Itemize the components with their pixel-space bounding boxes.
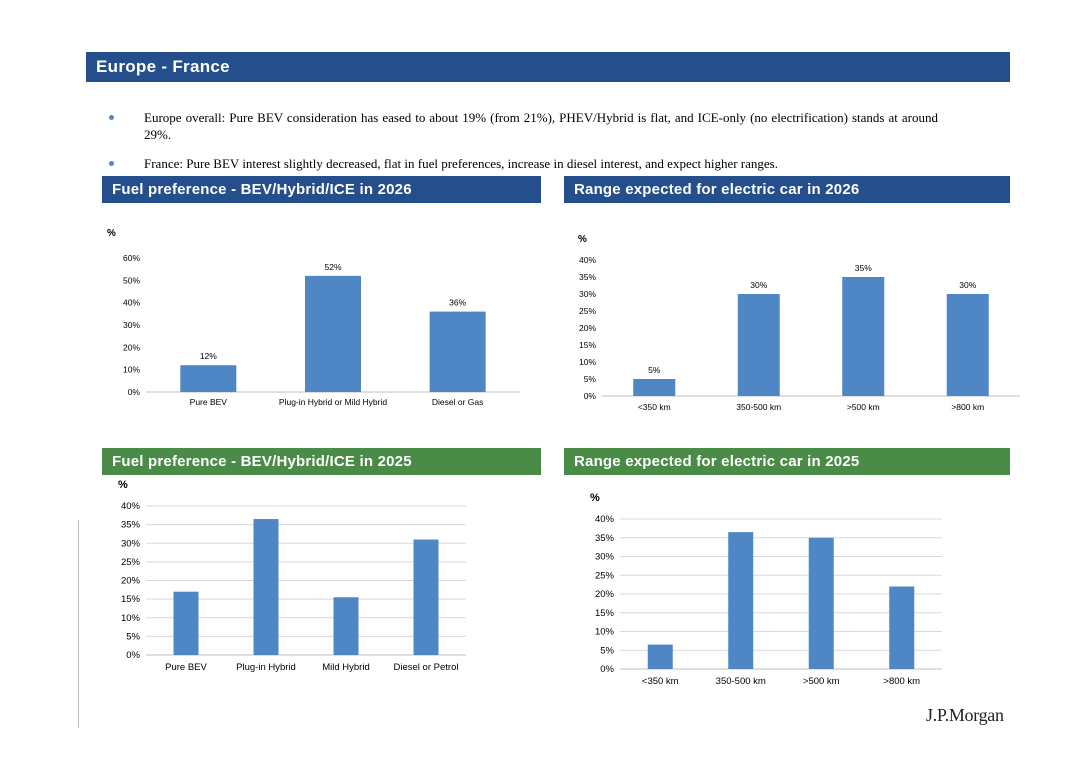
y-tick-label: 30% <box>123 320 140 330</box>
chart-fuel-2026: % 0% 10% 20% 30% 40% 50% 60% 12% Pure BEV 52% Plug-… <box>107 228 520 407</box>
bar <box>333 597 359 655</box>
y-tick-label: 30% <box>595 552 615 563</box>
bar <box>173 591 199 655</box>
bullet-item-europe: Europe overall: Pure BEV consideration h… <box>108 109 938 143</box>
y-tick-label: 15% <box>121 594 141 605</box>
header-range-2026: Range expected for electric car in 2026 <box>564 176 1010 203</box>
x-tick-label: >500 km <box>847 402 880 412</box>
bar <box>946 294 989 396</box>
x-tick-label: >500 km <box>803 676 840 687</box>
chart-fuel-2025: % 0% 5% 10% 15% 20% 25% 30% 35% 40% Pure BEV Plug-i… <box>118 479 466 673</box>
chart-range-2026: % 0% 5% 10% 15% 20% 25% 30% 35% 40% 5% <350 km 30% 35… <box>578 234 1020 412</box>
x-tick-label: 350-500 km <box>716 676 766 687</box>
bullet-dot-icon <box>109 115 114 120</box>
y-tick-label: 25% <box>121 557 141 568</box>
y-tick-label: 40% <box>123 298 140 308</box>
y-axis-title: % <box>107 228 116 239</box>
data-label: 36% <box>449 298 466 308</box>
y-tick-label: 20% <box>123 342 140 352</box>
y-tick-label: 40% <box>121 501 141 512</box>
y-tick-label: 15% <box>579 340 596 350</box>
y-tick-label: 5% <box>126 631 140 642</box>
bullet-item-france: France: Pure BEV interest slightly decre… <box>108 155 938 172</box>
y-tick-label: 40% <box>579 255 596 265</box>
bar <box>429 311 486 392</box>
y-tick-label: 15% <box>595 608 615 619</box>
y-tick-label: 10% <box>595 627 615 638</box>
bar <box>633 379 676 396</box>
bar <box>889 586 915 669</box>
y-tick-label: 10% <box>121 613 141 624</box>
bar <box>737 294 780 396</box>
y-tick-label: 50% <box>123 275 140 285</box>
x-tick-label: >800 km <box>951 402 984 412</box>
page-title: Europe - France <box>86 52 1010 82</box>
bar <box>647 644 673 669</box>
bullet-text: Europe overall: Pure BEV consideration h… <box>144 110 938 142</box>
y-tick-label: 60% <box>123 253 140 263</box>
x-tick-label: Plug-in Hybrid or Mild Hybrid <box>279 397 387 407</box>
y-tick-label: 35% <box>121 520 141 531</box>
header-fuel-2026: Fuel preference - BEV/Hybrid/ICE in 2026 <box>102 176 541 203</box>
y-tick-label: 20% <box>595 589 615 600</box>
bar <box>842 277 885 396</box>
header-range-2025: Range expected for electric car in 2025 <box>564 448 1010 475</box>
y-tick-label: 0% <box>126 650 140 661</box>
data-label: 52% <box>324 262 341 272</box>
bar <box>180 365 237 392</box>
x-tick-label: Mild Hybrid <box>322 662 370 673</box>
bar <box>728 532 754 669</box>
y-tick-label: 30% <box>579 289 596 299</box>
x-tick-label: <350 km <box>638 402 671 412</box>
header-fuel-2025: Fuel preference - BEV/Hybrid/ICE in 2025 <box>102 448 541 475</box>
x-tick-label: Pure BEV <box>190 397 228 407</box>
y-axis-title: % <box>578 234 587 245</box>
y-tick-label: 35% <box>579 272 596 282</box>
x-tick-label: <350 km <box>642 676 679 687</box>
y-tick-label: 0% <box>600 664 614 675</box>
data-label: 30% <box>750 280 767 290</box>
jpmorgan-logo: J.P.Morgan <box>926 705 1004 725</box>
y-tick-label: 5% <box>600 645 614 656</box>
y-axis-title: % <box>118 479 128 491</box>
bar <box>808 537 834 669</box>
x-tick-label: Pure BEV <box>165 662 207 673</box>
y-tick-label: 20% <box>121 576 141 587</box>
bar <box>253 519 279 655</box>
y-tick-label: 40% <box>595 514 615 525</box>
chart-range-2025: % 0% 5% 10% 15% 20% 25% 30% 35% 40% <350 km 350-500… <box>590 492 942 687</box>
bar <box>305 275 361 392</box>
y-axis-title: % <box>590 492 600 504</box>
bar <box>413 539 439 655</box>
x-tick-label: Diesel or Petrol <box>394 662 459 673</box>
bullet-list: Europe overall: Pure BEV consideration h… <box>108 109 938 184</box>
data-label: 30% <box>959 280 976 290</box>
y-tick-label: 10% <box>579 357 596 367</box>
x-tick-label: Plug-in Hybrid <box>236 662 296 673</box>
x-tick-label: Diesel or Gas <box>432 397 484 407</box>
y-tick-label: 5% <box>584 374 597 384</box>
bullet-text: France: Pure BEV interest slightly decre… <box>144 156 778 171</box>
y-tick-label: 20% <box>579 323 596 333</box>
y-tick-label: 10% <box>123 365 140 375</box>
data-label: 35% <box>855 263 872 273</box>
page-left-rule <box>78 520 79 728</box>
y-tick-label: 25% <box>595 570 615 581</box>
y-tick-label: 0% <box>584 391 597 401</box>
y-tick-label: 35% <box>595 533 615 544</box>
data-label: 12% <box>200 351 217 361</box>
x-tick-label: 350-500 km <box>736 402 781 412</box>
y-tick-label: 0% <box>128 387 141 397</box>
bullet-dot-icon <box>109 161 114 166</box>
y-tick-label: 30% <box>121 538 141 549</box>
data-label: 5% <box>648 365 661 375</box>
y-tick-label: 25% <box>579 306 596 316</box>
x-tick-label: >800 km <box>883 676 920 687</box>
